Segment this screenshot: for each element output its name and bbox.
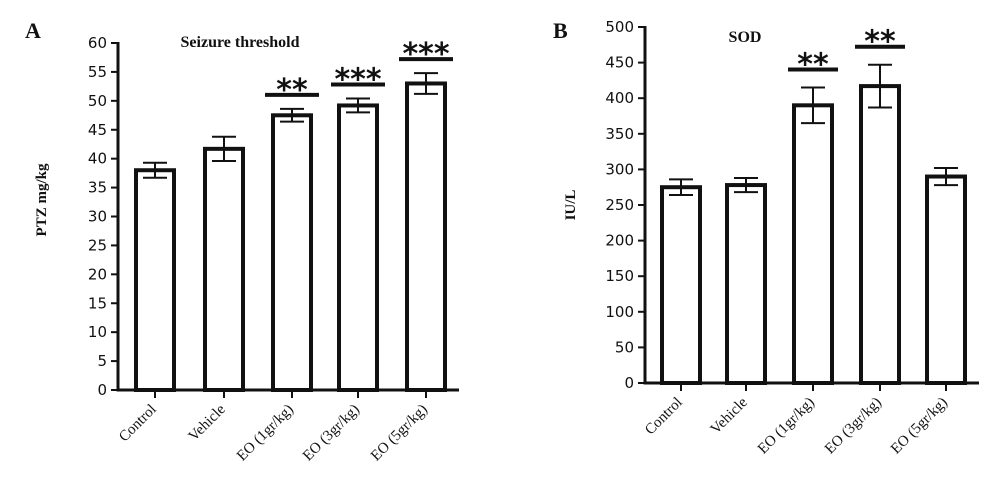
- panel-A-y-tick-label: 10: [88, 323, 107, 341]
- panel-A-category-label: EO (1gr/kg): [234, 402, 297, 465]
- panel-A-y-tick-label: 15: [88, 294, 107, 312]
- panel-B-category-label: EO (5gr/kg): [888, 395, 951, 458]
- panel-A-significance-label: **: [276, 73, 308, 108]
- panel-B-bar: [792, 103, 834, 385]
- panel-A-y-tick-label: 60: [88, 34, 107, 52]
- panel-A-y-axis-label: PTZ mg/kg: [34, 163, 50, 236]
- panel-B-bar: [925, 174, 967, 385]
- panel-A-y-tick-label: 25: [88, 236, 107, 254]
- panel-B-y-tick-label: 100: [605, 303, 634, 321]
- panel-B-y-tick-label: 350: [605, 125, 634, 143]
- panel-A-label: A: [25, 18, 41, 43]
- panel-A-category-label: EO (5gr/kg): [368, 402, 431, 465]
- panel-A-y-tick-label: 40: [88, 150, 107, 168]
- panel-A-y-tick-label: 20: [88, 265, 107, 283]
- panel-B-y-tick-label: 400: [605, 89, 634, 107]
- panel-B-significance-label: **: [864, 25, 896, 60]
- panel-B-significance-label: **: [797, 48, 829, 83]
- panel-A-y-tick-label: 30: [88, 208, 107, 226]
- panel-A-y-tick-label: 45: [88, 121, 107, 139]
- panel-B-bar: [660, 185, 702, 385]
- panel-A-category-label: Vehicle: [186, 401, 229, 444]
- panel-A-bar: [405, 81, 447, 392]
- panel-B-y-tick-label: 450: [605, 54, 634, 72]
- panel-A-bar: [134, 168, 176, 392]
- panel-A-significance-label: ***: [402, 37, 449, 72]
- panel-B-bar: [859, 84, 901, 385]
- panel-B-bar: [725, 183, 767, 385]
- panel-A-y-tick-label: 35: [88, 179, 107, 197]
- panel-B-y-axis-label: IU/L: [563, 190, 579, 221]
- panel-B-y-tick-label: 250: [605, 196, 634, 214]
- panel-B-y-tick-label: 500: [605, 18, 634, 36]
- panel-A-title: Seizure threshold: [181, 34, 300, 51]
- panel-A-y-tick-label: 0: [97, 381, 107, 399]
- panel-B-title: SOD: [729, 29, 762, 46]
- panel-A-y-tick-label: 55: [88, 63, 107, 81]
- panel-B-category-label: Vehicle: [708, 394, 751, 437]
- panel-B-category-label: EO (3gr/kg): [822, 395, 885, 458]
- panel-B-y-tick-label: 150: [605, 267, 634, 285]
- panel-A-bar: [271, 113, 313, 393]
- panel-B-category-label: EO (1gr/kg): [755, 395, 818, 458]
- panel-B-y-tick-label: 50: [615, 338, 634, 356]
- panel-B-y-tick-label: 200: [605, 232, 634, 250]
- panel-B-y-tick-label: 300: [605, 160, 634, 178]
- panel-B-category-label: Control: [642, 395, 686, 439]
- panel-A-bar: [203, 146, 245, 392]
- panel-B-y-tick-label: 0: [624, 374, 634, 392]
- panel-A-category-label: Control: [116, 402, 160, 446]
- panel-A-category-label: EO (3gr/kg): [300, 402, 363, 465]
- panel-A-y-tick-label: 5: [97, 352, 107, 370]
- panel-A-bar: [337, 103, 379, 393]
- panel-B-label: B: [553, 18, 568, 43]
- panel-A-significance-label: ***: [334, 63, 381, 98]
- panel-A-y-tick-label: 50: [88, 92, 107, 110]
